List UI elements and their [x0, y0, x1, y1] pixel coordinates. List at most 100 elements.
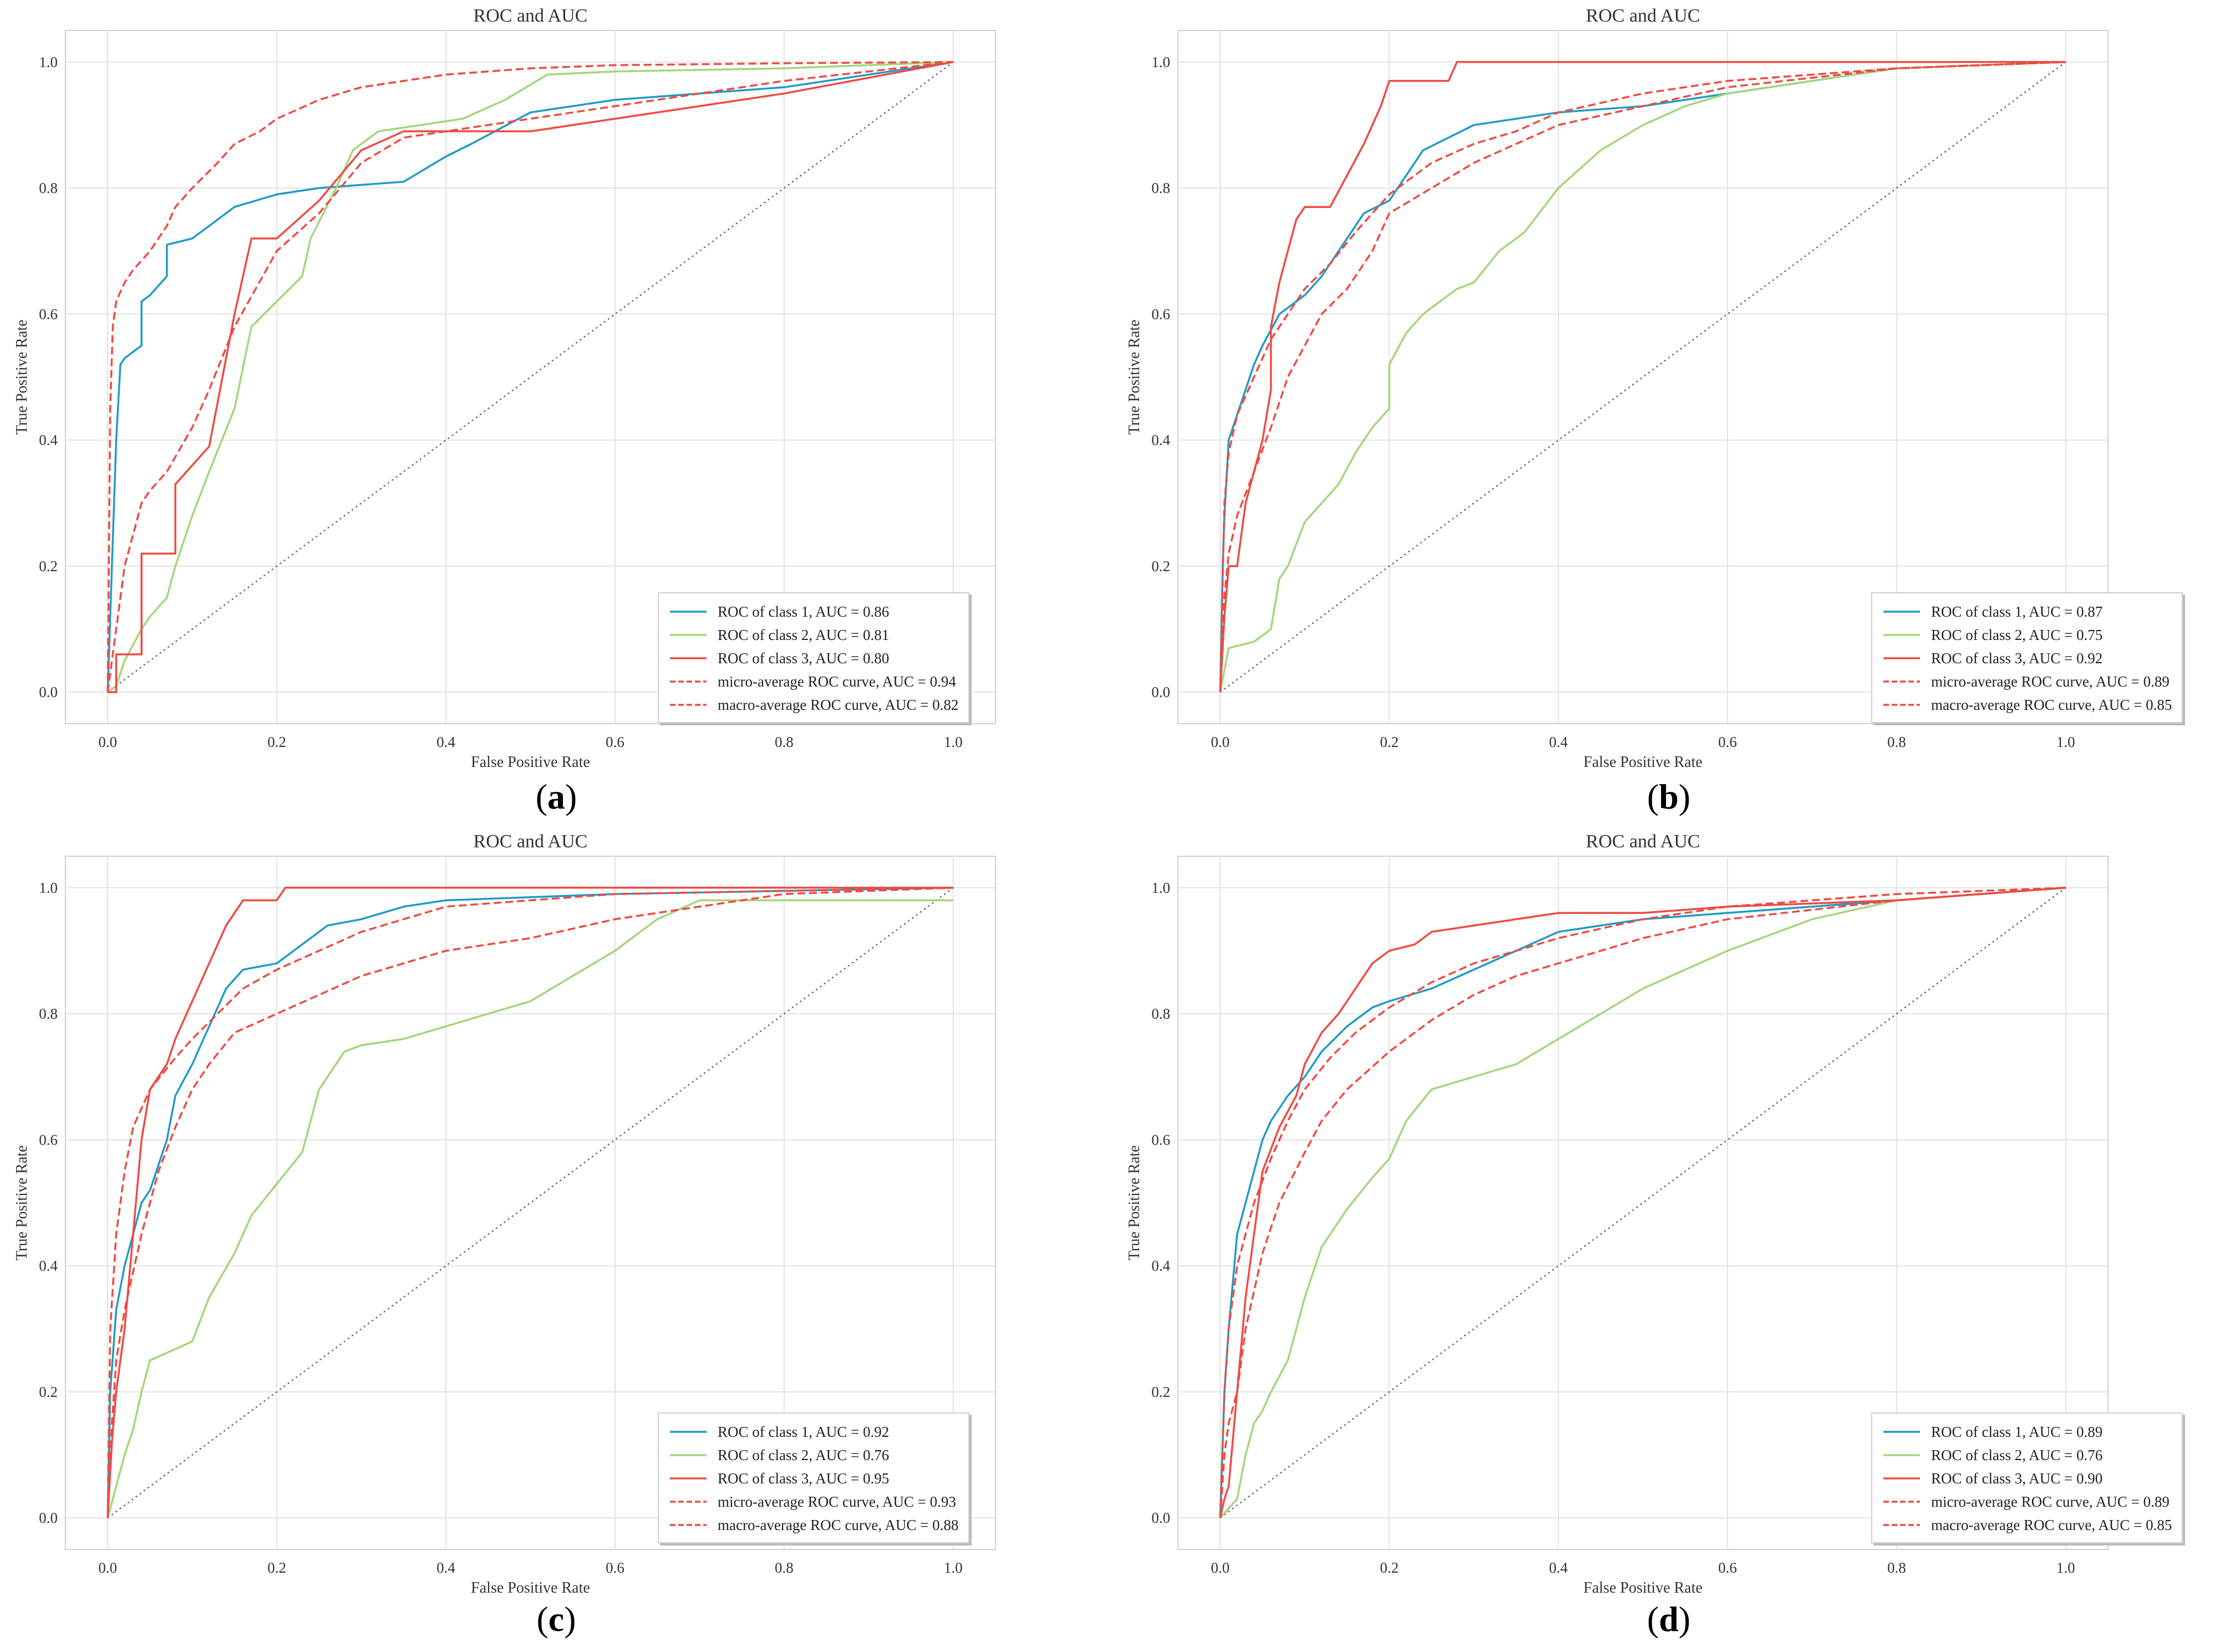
y-tick-label-b-3: 0.6 — [1151, 306, 1170, 322]
panel-a: 0.0 0.2 0.4 0.6 0.8 1.0 0.0 0.2 0.4 0.6 0.8 1.0 ROC … — [0, 0, 1112, 826]
caption-d: (d) — [1647, 1599, 1691, 1639]
x-tick-label-b-1: 0.2 — [1380, 734, 1399, 750]
legend-label-a-4: macro-average ROC curve, AUC = 0.82 — [718, 696, 959, 713]
legend-label-d-0: ROC of class 1, AUC = 0.89 — [1931, 1423, 2103, 1440]
chance-line-d-0 — [1220, 887, 2066, 1519]
y-tick-label-a-4: 0.8 — [39, 180, 58, 196]
legend-item-a-3: micro-average ROC curve, AUC = 0.94 — [669, 670, 958, 693]
chart-title-d: ROC and AUC — [1586, 831, 1700, 852]
y-tick-label-a-1: 0.2 — [39, 558, 58, 575]
y-tick-label-d-1: 0.2 — [1151, 1384, 1170, 1400]
legend-item-c-2: ROC of class 3, AUC = 0.95 — [669, 1467, 958, 1490]
panel-d: 0.0 0.2 0.4 0.6 0.8 1.0 0.0 0.2 0.4 0.6 0.8 1.0 ROC … — [1112, 826, 2225, 1651]
y-tick-label-a-0: 0.0 — [39, 684, 58, 700]
roc-curve-c-1 — [106, 887, 953, 1518]
legend-label-b-3: micro-average ROC curve, AUC = 0.89 — [1931, 673, 2170, 690]
legend-item-b-0: ROC of class 1, AUC = 0.87 — [1882, 600, 2172, 623]
x-tick-label-c-4: 0.8 — [775, 1559, 794, 1576]
x-tick-label-a-5: 1.0 — [944, 734, 963, 750]
legend-item-b-4: macro-average ROC curve, AUC = 0.85 — [1882, 693, 2172, 716]
legend-swatch-b-3 — [1883, 680, 1920, 683]
roc-curve-d-3 — [1219, 887, 2066, 1518]
legend-label-c-0: ROC of class 1, AUC = 0.92 — [718, 1423, 890, 1440]
y-tick-label-c-1: 0.2 — [39, 1384, 58, 1400]
legend-label-d-2: ROC of class 3, AUC = 0.90 — [1931, 1470, 2103, 1487]
legend-d: ROC of class 1, AUC = 0.89 ROC of class 2… — [1871, 1412, 2183, 1543]
chart-title-b: ROC and AUC — [1586, 6, 1700, 26]
chance-line-b-0 — [1220, 61, 2066, 693]
x-tick-label-c-0: 0.0 — [98, 1559, 117, 1576]
roc-curve-b-5 — [1219, 61, 2066, 693]
legend-label-a-3: micro-average ROC curve, AUC = 0.94 — [718, 673, 956, 690]
x-axis-label-c: False Positive Rate — [471, 1579, 590, 1597]
roc-curve-a-5 — [106, 61, 953, 693]
y-tick-label-a-2: 0.4 — [39, 432, 58, 449]
caption-c: (c) — [536, 1599, 576, 1639]
legend-item-c-0: ROC of class 1, AUC = 0.92 — [669, 1420, 958, 1443]
legend-swatch-d-4 — [1883, 1524, 1920, 1526]
roc-curve-c-4 — [106, 887, 953, 1518]
y-tick-label-b-5: 1.0 — [1151, 54, 1170, 70]
legend-label-b-1: ROC of class 2, AUC = 0.75 — [1931, 626, 2103, 643]
caption-a: (a) — [535, 777, 577, 816]
y-tick-label-c-0: 0.0 — [39, 1509, 58, 1526]
legend-swatch-d-0 — [1883, 1431, 1920, 1433]
y-tick-label-d-4: 0.8 — [1151, 1005, 1170, 1022]
legend-swatch-d-3 — [1883, 1501, 1920, 1503]
legend-swatch-b-2 — [1883, 657, 1920, 659]
panel-b: 0.0 0.2 0.4 0.6 0.8 1.0 0.0 0.2 0.4 0.6 0.8 1.0 ROC … — [1112, 0, 2225, 826]
caption-b: (b) — [1647, 777, 1691, 816]
x-tick-label-b-2: 0.4 — [1549, 734, 1568, 750]
legend-item-c-4: macro-average ROC curve, AUC = 0.88 — [669, 1513, 958, 1537]
legend-swatch-c-3 — [670, 1501, 707, 1503]
roc-curve-a-1 — [106, 61, 954, 693]
legend-swatch-c-1 — [670, 1454, 707, 1456]
legend-item-a-2: ROC of class 3, AUC = 0.80 — [669, 647, 958, 670]
legend-swatch-b-1 — [1883, 634, 1920, 636]
roc-curve-c-5 — [106, 887, 953, 1518]
x-axis-label-a: False Positive Rate — [471, 754, 590, 771]
y-tick-label-d-3: 0.6 — [1151, 1131, 1170, 1148]
x-axis-label-d: False Positive Rate — [1583, 1579, 1703, 1597]
legend-item-c-3: micro-average ROC curve, AUC = 0.93 — [669, 1490, 958, 1513]
y-tick-label-b-4: 0.8 — [1151, 180, 1170, 196]
legend-label-c-2: ROC of class 3, AUC = 0.95 — [718, 1470, 890, 1487]
y-tick-label-d-0: 0.0 — [1151, 1509, 1170, 1526]
legend-c: ROC of class 1, AUC = 0.92 ROC of class 2… — [658, 1412, 970, 1543]
roc-curve-d-2 — [1219, 887, 2066, 1519]
y-axis-label-d: True Positive Rate — [1126, 1145, 1143, 1260]
y-axis-label-c: True Positive Rate — [13, 1145, 31, 1260]
roc-curve-d-4 — [1219, 887, 2066, 1518]
legend-swatch-d-2 — [1883, 1477, 1920, 1480]
legend-item-d-1: ROC of class 2, AUC = 0.76 — [1882, 1443, 2172, 1467]
y-tick-label-b-1: 0.2 — [1151, 558, 1170, 575]
x-tick-label-b-3: 0.6 — [1718, 734, 1737, 750]
roc-curve-a-4 — [106, 61, 953, 693]
y-tick-label-a-5: 1.0 — [39, 54, 58, 70]
x-tick-label-c-5: 1.0 — [944, 1559, 963, 1576]
x-tick-label-c-2: 0.4 — [436, 1559, 455, 1576]
x-tick-label-b-5: 1.0 — [2056, 734, 2075, 750]
y-axis-label-a: True Positive Rate — [13, 319, 31, 434]
legend-label-a-2: ROC of class 3, AUC = 0.80 — [718, 649, 890, 667]
legend-item-d-0: ROC of class 1, AUC = 0.89 — [1882, 1420, 2172, 1443]
legend-label-a-1: ROC of class 2, AUC = 0.81 — [718, 626, 890, 643]
legend-swatch-c-2 — [670, 1477, 707, 1480]
legend-item-c-1: ROC of class 2, AUC = 0.76 — [669, 1443, 958, 1467]
chance-line-c-0 — [107, 887, 954, 1519]
roc-curve-d-1 — [1219, 887, 2066, 1518]
x-tick-label-a-4: 0.8 — [775, 734, 794, 750]
y-tick-label-c-2: 0.4 — [39, 1258, 58, 1274]
x-tick-label-a-2: 0.4 — [436, 734, 455, 750]
y-tick-label-d-5: 1.0 — [1151, 880, 1170, 896]
legend-label-c-4: macro-average ROC curve, AUC = 0.88 — [718, 1516, 959, 1533]
legend-swatch-a-2 — [670, 657, 707, 659]
legend-swatch-b-0 — [1883, 611, 1920, 613]
x-tick-label-a-1: 0.2 — [267, 734, 286, 750]
chart-title-a: ROC and AUC — [474, 6, 588, 26]
legend-a: ROC of class 1, AUC = 0.86 ROC of class 2… — [658, 592, 970, 723]
legend-swatch-c-0 — [670, 1431, 707, 1433]
legend-swatch-a-3 — [670, 680, 707, 683]
legend-swatch-b-4 — [1883, 704, 1920, 706]
